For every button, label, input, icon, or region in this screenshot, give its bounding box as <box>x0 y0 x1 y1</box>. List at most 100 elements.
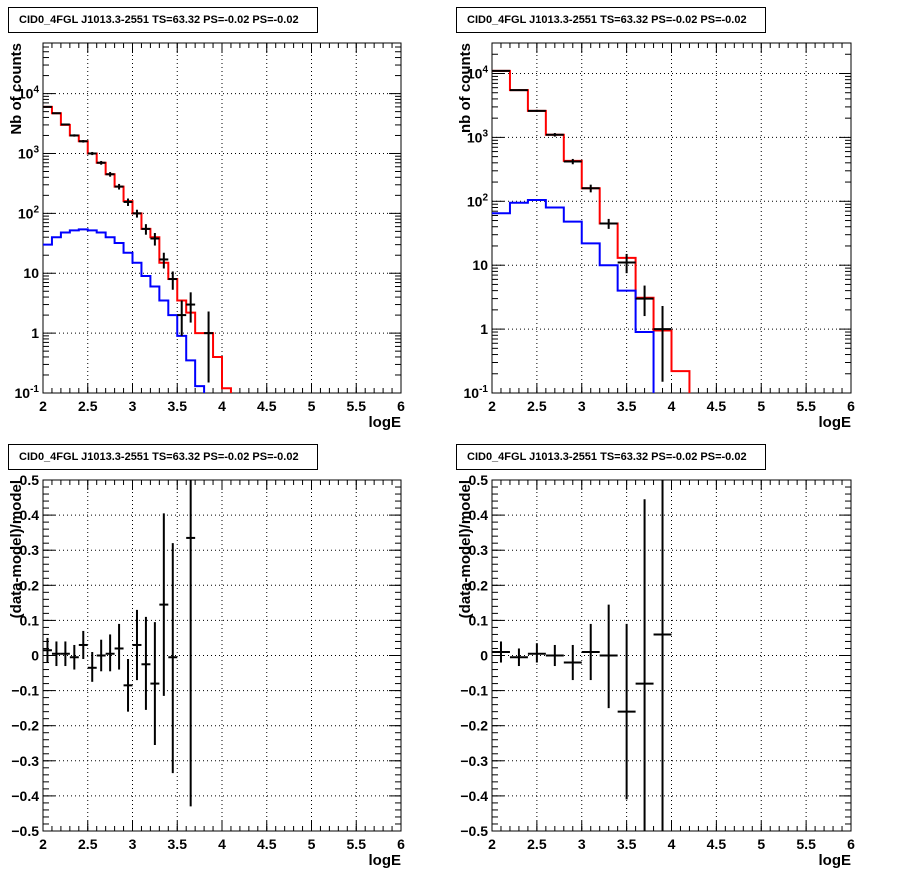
data-point <box>581 623 600 681</box>
x-tick-label: 3.5 <box>168 398 188 414</box>
x-tick-label: 3 <box>578 836 586 852</box>
data-point <box>581 184 600 193</box>
title-box-bottom-right: CID0_4FGL J1013.3-2551 TS=63.32 PS=-0.02… <box>456 444 766 470</box>
x-tick-label: 5.5 <box>347 836 367 852</box>
x-tick-label: 5.5 <box>347 398 367 414</box>
y-axis-title: (data-model)/model <box>8 480 25 618</box>
x-tick-label: 4.5 <box>257 836 277 852</box>
data-point <box>635 285 654 317</box>
y-tick-label: 10-1 <box>15 384 40 401</box>
y-tick-label: 103 <box>467 128 489 145</box>
data-point <box>492 69 510 72</box>
y-tick-label: −0.3 <box>460 753 488 769</box>
x-tick-label: 2.5 <box>78 398 98 414</box>
y-tick-label: 103 <box>18 144 40 161</box>
data-point <box>177 300 187 336</box>
x-tick-label: 3.5 <box>617 836 637 852</box>
data-point <box>159 252 169 269</box>
data-point <box>105 634 115 672</box>
x-tick-label: 5 <box>308 398 316 414</box>
y-axis-title: Nb of counts <box>8 43 25 135</box>
x-tick-label: 5.5 <box>796 398 816 414</box>
data-point <box>132 209 142 218</box>
chart-panel-0: 2 2.5 3 3.5 4 4.5 5 5.5 6 10-1 1 10 102 103 104 logE Nb … <box>8 42 405 431</box>
data-point <box>168 271 178 290</box>
y-tick-label: 1 <box>480 321 488 337</box>
chart-panel-3: 2 2.5 3 3.5 4 4.5 5 5.5 6 −0.5 −0.4 −0.3 −0.2 −0.1 0 0.… <box>457 472 855 869</box>
data-point <box>51 641 61 667</box>
data-point <box>78 139 88 143</box>
x-tick-label: 3 <box>129 836 137 852</box>
plot-frame <box>491 479 852 832</box>
x-tick-label: 6 <box>397 836 405 852</box>
data-point <box>78 630 88 660</box>
data-point <box>132 609 142 681</box>
data-point <box>141 224 151 235</box>
series-step-line-0 <box>492 69 691 393</box>
data-point <box>168 543 178 774</box>
data-layer <box>492 480 672 831</box>
data-point <box>527 109 546 112</box>
y-tick-label: 10-1 <box>464 384 489 401</box>
x-axis-title: logE <box>369 852 402 869</box>
y-tick-label: 0.5 <box>469 472 489 488</box>
data-point <box>114 623 124 670</box>
y-tick-label: −0.1 <box>460 683 488 699</box>
y-tick-label: 102 <box>467 192 489 209</box>
data-point <box>105 172 115 177</box>
y-tick-label: −0.4 <box>460 788 488 804</box>
data-point <box>527 643 546 663</box>
x-axis-title: logE <box>369 414 402 431</box>
x-tick-label: 2 <box>488 398 496 414</box>
data-point <box>653 305 672 382</box>
y-tick-label: 0.1 <box>469 612 489 628</box>
data-point <box>492 641 510 663</box>
y-tick-label: 0.1 <box>20 612 40 628</box>
y-tick-label: −0.5 <box>11 823 39 839</box>
x-tick-label: 3 <box>578 398 586 414</box>
x-tick-label: 4 <box>218 836 226 852</box>
y-tick-label: −0.4 <box>11 788 39 804</box>
x-tick-label: 5 <box>757 398 765 414</box>
x-tick-label: 3 <box>129 398 137 414</box>
data-point <box>159 513 169 696</box>
data-point <box>635 499 654 831</box>
y-tick-label: 104 <box>467 64 489 81</box>
plot-frame <box>491 42 852 394</box>
series-step-line-1 <box>492 198 655 393</box>
data-layer <box>43 105 232 393</box>
title-box-top-left: CID0_4FGL J1013.3-2551 TS=63.32 PS=-0.02… <box>8 7 318 33</box>
y-tick-label: 0 <box>480 648 488 664</box>
data-point <box>563 644 582 681</box>
data-point <box>123 659 133 712</box>
data-point <box>150 622 160 746</box>
data-point <box>96 160 106 165</box>
data-point <box>87 651 97 682</box>
data-point <box>563 158 582 165</box>
chart-panel-1: 2 2.5 3 3.5 4 4.5 5 5.5 6 10-1 1 10 102 103 104 logE nb … <box>457 42 855 431</box>
y-tick-label: 10 <box>472 257 488 273</box>
data-point <box>51 112 61 115</box>
x-tick-label: 3.5 <box>168 836 188 852</box>
y-tick-label: 0.3 <box>469 542 489 558</box>
y-tick-label: −0.5 <box>460 823 488 839</box>
y-tick-label: 0.4 <box>20 507 40 523</box>
title-box-top-right: CID0_4FGL J1013.3-2551 TS=63.32 PS=-0.02… <box>456 7 766 33</box>
data-point <box>186 292 196 323</box>
y-tick-label: 0.2 <box>469 577 489 593</box>
chart-panel-2: 2 2.5 3 3.5 4 4.5 5 5.5 6 −0.5 −0.4 −0.3 −0.2 −0.1 0 0.… <box>8 472 405 869</box>
data-point <box>69 134 79 137</box>
x-tick-label: 2 <box>39 398 47 414</box>
y-tick-label: −0.1 <box>11 683 39 699</box>
x-tick-label: 6 <box>847 836 855 852</box>
y-tick-label: 1 <box>31 325 39 341</box>
y-tick-label: 0.4 <box>469 507 489 523</box>
data-point <box>545 644 564 667</box>
data-point <box>114 183 124 190</box>
data-point <box>150 232 160 246</box>
x-tick-label: 4.5 <box>257 398 277 414</box>
x-axis-title: logE <box>819 852 852 869</box>
x-tick-label: 3.5 <box>617 398 637 414</box>
x-tick-label: 6 <box>397 398 405 414</box>
